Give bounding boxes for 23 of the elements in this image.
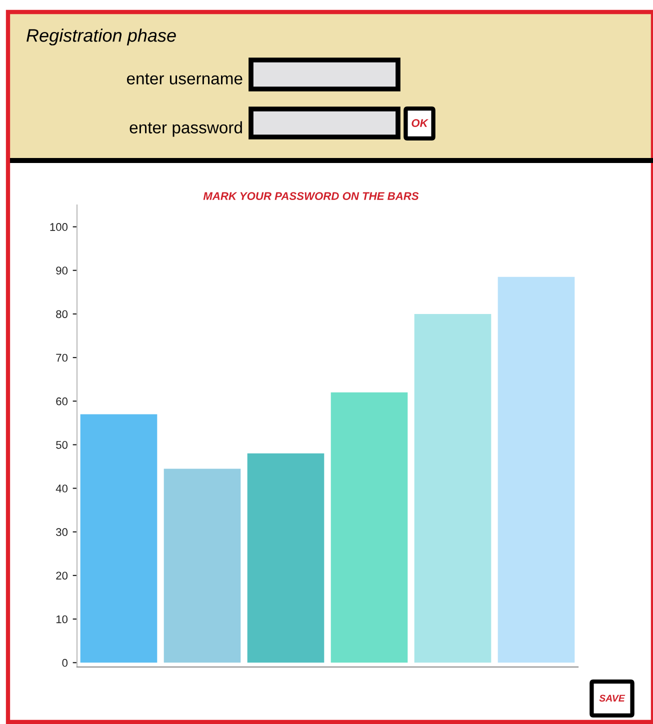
text: Registration phase <box>26 28 176 46</box>
bar <box>164 468 241 663</box>
y-tick-label: 70 <box>56 354 68 362</box>
y-tick-label: 30 <box>56 528 68 536</box>
bar <box>498 276 575 663</box>
chart-title: MARK YOUR PASSWORD ON THE BARS <box>203 192 419 200</box>
y-tick-label: 20 <box>56 572 68 580</box>
text: OK <box>412 119 429 127</box>
y-tick-label: 50 <box>56 440 68 449</box>
text: enter username <box>126 74 242 84</box>
y-tick-label: 80 <box>56 310 68 318</box>
y-tick-label: 100 <box>50 223 68 231</box>
y-tick-label: 40 <box>56 484 68 492</box>
text: enter password <box>130 121 242 137</box>
text: SAVE <box>599 694 626 702</box>
bar <box>247 453 324 663</box>
y-tick-label: 10 <box>56 615 68 624</box>
bar <box>80 414 158 663</box>
y-tick-label: 90 <box>56 266 68 275</box>
bar <box>330 392 408 663</box>
y-tick-label: 60 <box>56 397 68 406</box>
y-tick-label: 0 <box>62 658 68 667</box>
bar <box>414 314 492 663</box>
